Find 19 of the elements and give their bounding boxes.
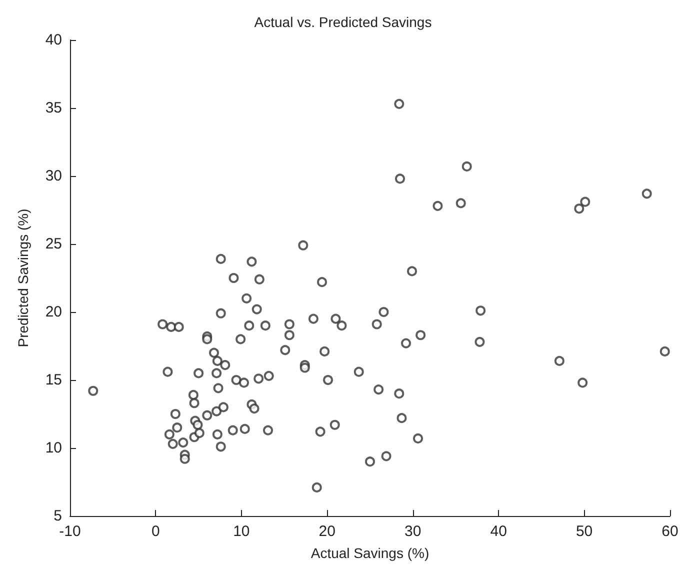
x-axis-title: Actual Savings (%)	[310, 545, 430, 561]
x-tick-label: 30	[404, 523, 422, 540]
y-axis-title: Predicted Savings (%)	[15, 208, 31, 348]
y-tick-label: 25	[45, 236, 62, 252]
y-tick-label: 10	[45, 440, 62, 456]
x-tick-label: 40	[490, 523, 507, 540]
x-tick-label: 20	[318, 523, 336, 540]
y-tick-label: 15	[45, 372, 62, 388]
x-tick-label: 0	[152, 523, 160, 540]
y-tick-label: 20	[45, 304, 62, 320]
chart-title: Actual vs. Predicted Savings	[254, 14, 432, 30]
y-tick-label: 30	[45, 168, 62, 184]
x-tick-label: -10	[59, 523, 81, 540]
y-tick-label: 40	[45, 32, 62, 48]
x-tick-label: 50	[576, 523, 593, 540]
y-tick-label: 5	[54, 508, 62, 524]
y-tick-label: 35	[45, 100, 62, 116]
x-tick-label: 10	[233, 523, 250, 540]
x-tick-label: 60	[662, 523, 678, 540]
